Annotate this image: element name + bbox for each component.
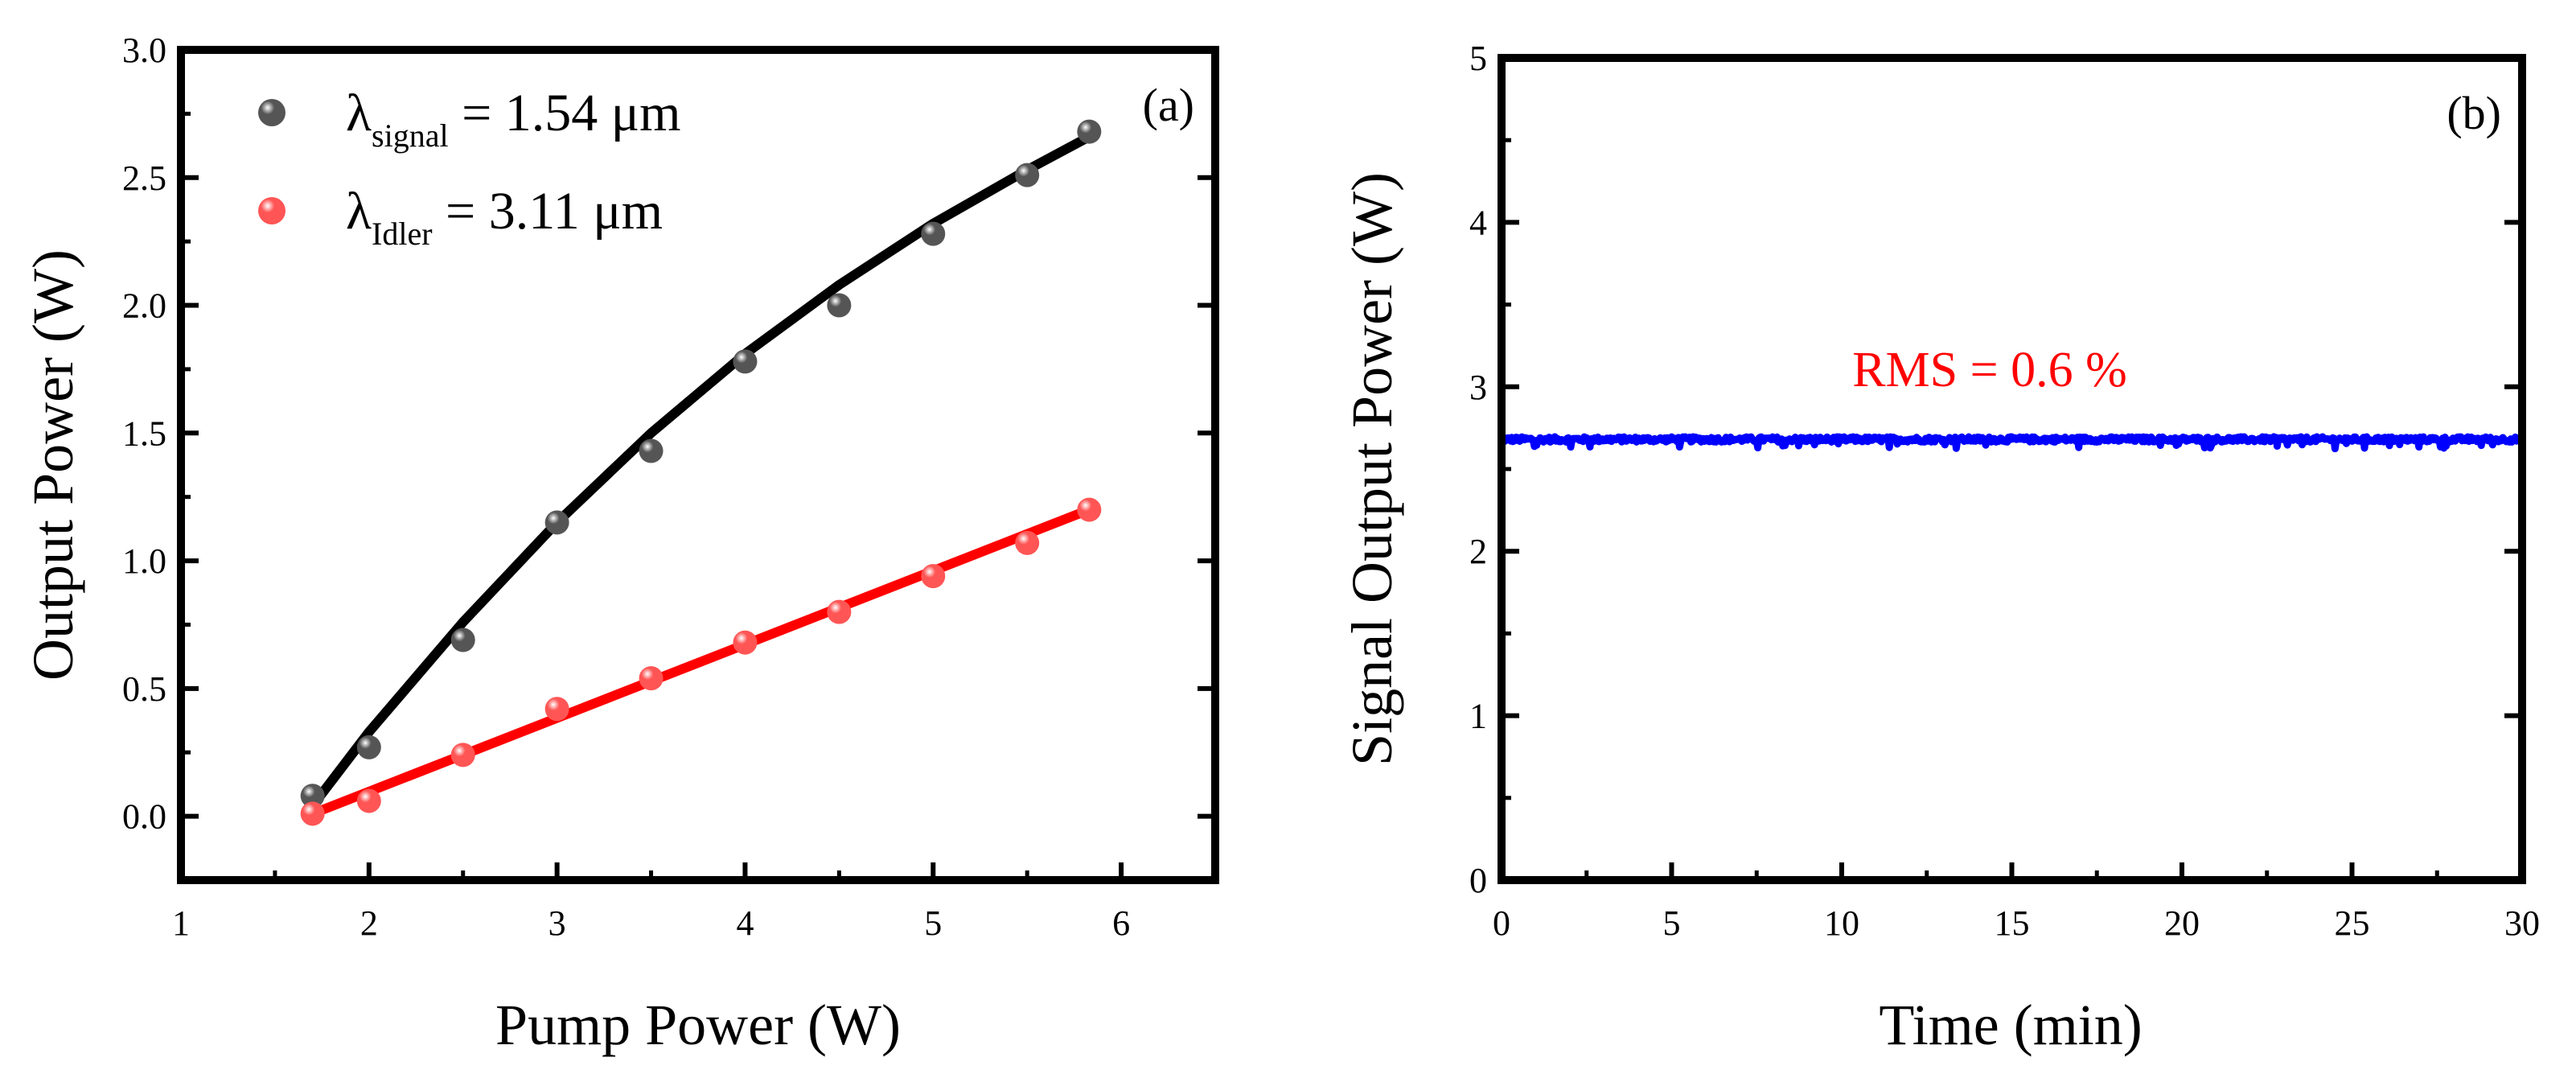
y-tick-label: 2 [1469, 532, 1487, 571]
panel-a-y-axis-title: Output Power (W) [21, 249, 85, 681]
y-tick-label: 1 [1469, 697, 1487, 736]
data-point-idler [1077, 497, 1102, 522]
data-point-signal [1015, 163, 1040, 187]
x-tick-label: 20 [2164, 903, 2200, 943]
panel-a-x-axis-title: Pump Power (W) [495, 993, 901, 1057]
data-point-signal [300, 784, 325, 809]
panel-b-ticks [1499, 56, 2525, 883]
panel-b-y-axis-title: Signal Output Power (W) [1340, 172, 1404, 766]
data-point-idler [827, 599, 852, 624]
x-tick-label: 4 [736, 903, 754, 943]
data-point-idler [921, 564, 946, 589]
panel-a-frame [177, 46, 1219, 884]
x-tick-label: 25 [2335, 903, 2370, 943]
x-tick-label: 6 [1112, 903, 1130, 943]
x-tick-label: 30 [2504, 903, 2540, 943]
legend-label-signal: λsignal = 1.54 μm [346, 84, 681, 154]
y-tick-label: 3.0 [122, 31, 166, 70]
data-point-idler [1015, 530, 1040, 555]
data-point-signal [921, 221, 946, 246]
y-tick-label: 1.5 [122, 414, 166, 453]
data-point-signal [1077, 119, 1102, 144]
panel-b-label: (b) [2447, 87, 2501, 139]
y-tick-label: 4 [1469, 203, 1487, 242]
panel-a-legend: λsignal = 1.54 μm λIdler = 3.11 μm [258, 84, 681, 252]
data-point-signal [356, 735, 381, 759]
panel-a-y-tick-labels: 0.0 0.5 1.0 1.5 2.0 2.5 3.0 [122, 31, 166, 837]
rms-annotation: RMS = 0.6 % [1852, 343, 2127, 397]
data-point-idler [733, 630, 758, 655]
panel-a-ticks [179, 47, 1215, 880]
y-tick-label: 0.5 [122, 669, 166, 709]
data-point-signal [450, 628, 475, 652]
signal-power-trace [1498, 433, 2525, 453]
panel-b-frame [1498, 54, 2526, 884]
panel-b-plot-area [1498, 433, 2525, 453]
data-point-idler [544, 697, 569, 722]
x-tick-label: 0 [1493, 903, 1510, 943]
y-tick-label: 3 [1469, 368, 1487, 407]
y-tick-label: 2.5 [122, 158, 166, 198]
data-point-idler [356, 788, 381, 813]
panel-b-stability: 0 1 2 3 4 5 0 5 10 15 20 25 30 Time (min) Signal Ou… [1340, 39, 2540, 1057]
x-tick-label: 10 [1824, 903, 1859, 943]
legend-marker-signal [258, 99, 286, 126]
legend-marker-idler [258, 197, 286, 224]
data-point-idler [300, 801, 325, 826]
panel-a-plot-area [300, 119, 1102, 826]
y-tick-label: 0.0 [122, 797, 166, 837]
panel-b-x-axis-title: Time (min) [1879, 993, 2142, 1057]
fit-line-idler [307, 504, 1095, 819]
x-tick-label: 15 [1995, 903, 2030, 943]
fit-line-signal [311, 131, 1095, 806]
panel-b-x-tick-labels: 0 5 10 15 20 25 30 [1493, 903, 2540, 943]
x-tick-label: 5 [1663, 903, 1681, 943]
panel-a-output-vs-pump: 0.0 0.5 1.0 1.5 2.0 2.5 3.0 1 2 3 4 5 6 Pump Power … [21, 31, 1219, 1057]
legend-label-idler: λIdler = 3.11 μm [346, 182, 663, 252]
data-point-idler [639, 666, 664, 691]
y-tick-label: 1.0 [122, 541, 166, 581]
data-point-signal [544, 510, 569, 535]
data-point-signal [639, 438, 664, 463]
y-tick-label: 0 [1469, 861, 1487, 900]
panel-a-label: (a) [1143, 79, 1194, 131]
y-tick-label: 5 [1469, 39, 1487, 78]
panel-a-x-tick-labels: 1 2 3 4 5 6 [172, 903, 1130, 943]
data-point-signal [827, 293, 852, 318]
x-tick-label: 2 [360, 903, 378, 943]
x-tick-label: 1 [172, 903, 190, 943]
data-point-signal [733, 349, 758, 374]
x-tick-label: 3 [548, 903, 566, 943]
x-tick-label: 5 [924, 903, 942, 943]
data-point-idler [450, 743, 475, 767]
y-tick-label: 2.0 [122, 286, 166, 326]
panel-b-y-tick-labels: 0 1 2 3 4 5 [1469, 39, 1487, 900]
